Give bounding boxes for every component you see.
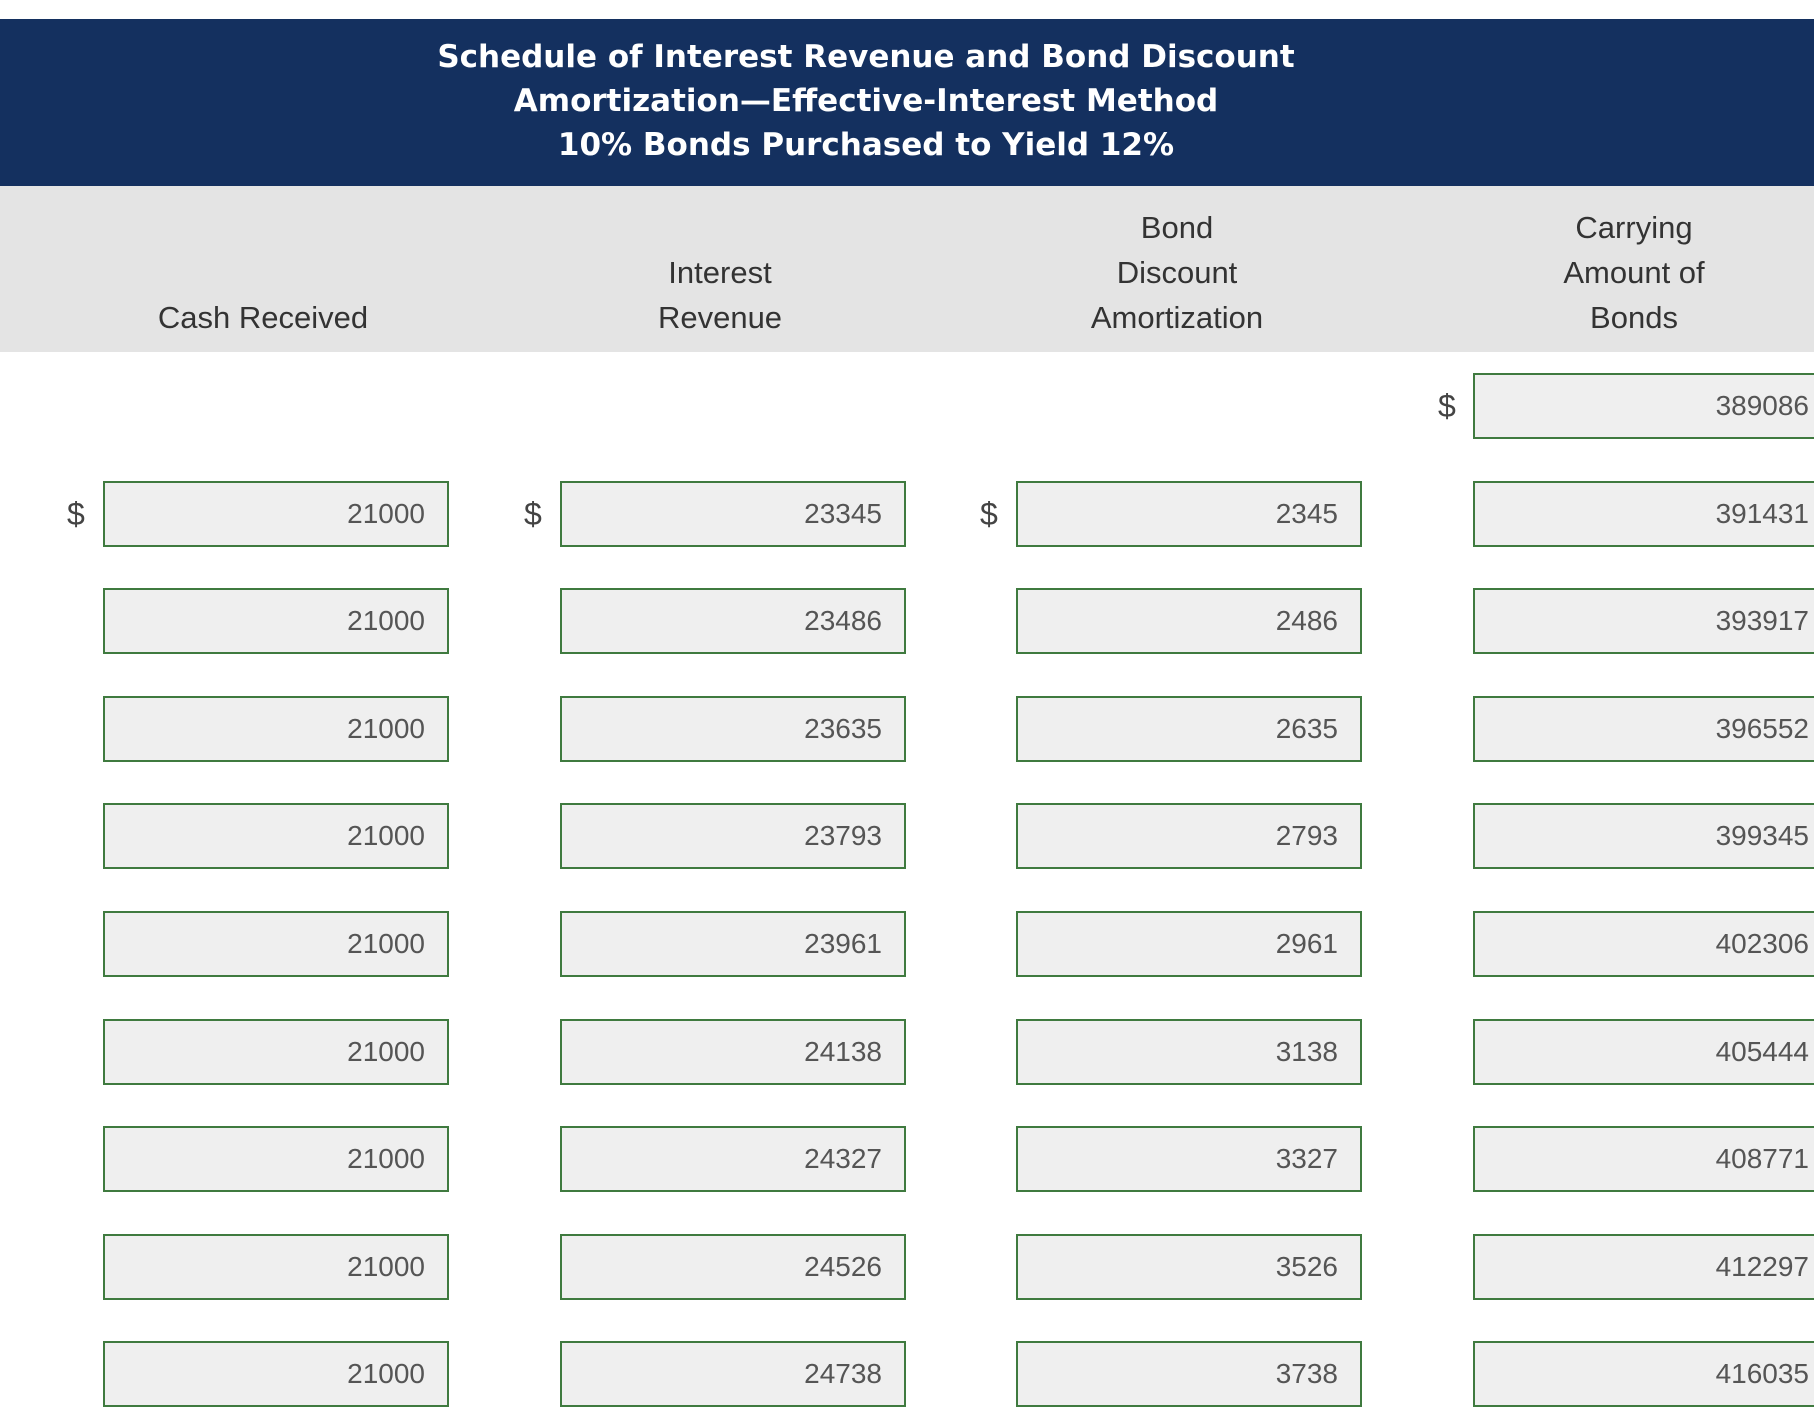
input-field[interactable]: 23635 <box>560 695 906 762</box>
input-field[interactable]: 389086 <box>1473 373 1814 439</box>
input-field[interactable]: 3327 <box>1016 1126 1362 1193</box>
currency-symbol: $ <box>524 495 542 532</box>
input-field[interactable]: 23486 <box>560 588 906 655</box>
input-field[interactable]: 391431 <box>1473 480 1814 547</box>
column-header: Cash Received <box>93 295 433 340</box>
input-field[interactable]: 2345 <box>1016 480 1362 547</box>
column-header-line: Amount of <box>1563 255 1705 290</box>
input-field[interactable]: 23793 <box>560 803 906 870</box>
input-field[interactable]: 402306 <box>1473 911 1814 977</box>
column-header-line: Bond <box>1140 210 1214 245</box>
input-field[interactable]: 3526 <box>1016 1233 1362 1300</box>
input-field[interactable]: 21000 <box>103 1341 449 1407</box>
title-line: Schedule of Interest Revenue and Bond Di… <box>437 39 1295 75</box>
input-field[interactable]: 396552 <box>1473 695 1814 762</box>
column-header-line: Cash Received <box>157 300 369 335</box>
input-field[interactable]: 24526 <box>560 1233 906 1300</box>
input-field[interactable]: 2635 <box>1016 695 1362 762</box>
currency-symbol: $ <box>1438 388 1456 424</box>
input-field[interactable]: 21000 <box>103 803 449 870</box>
input-field[interactable]: 23961 <box>560 911 906 977</box>
subtitle: 10% Bonds Purchased to Yield 12% <box>557 127 1175 163</box>
input-field[interactable]: 408771 <box>1473 1126 1814 1193</box>
input-field[interactable]: 21000 <box>103 695 449 762</box>
input-field[interactable]: 2961 <box>1016 911 1362 977</box>
input-field[interactable]: 3738 <box>1016 1341 1362 1407</box>
column-header-line: Revenue <box>657 300 783 335</box>
currency-symbol: $ <box>67 495 85 532</box>
input-field[interactable]: 416035 <box>1473 1341 1814 1407</box>
input-field[interactable]: 24138 <box>560 1018 906 1085</box>
column-header: Interest Revenue <box>550 250 890 340</box>
input-field[interactable]: 393917 <box>1473 588 1814 655</box>
column-header-line: Discount <box>1116 255 1238 290</box>
input-field[interactable]: 21000 <box>103 480 449 547</box>
input-field[interactable]: 3138 <box>1016 1018 1362 1085</box>
input-field[interactable]: 24738 <box>560 1341 906 1407</box>
input-field[interactable]: 399345 <box>1473 803 1814 870</box>
input-field[interactable]: 21000 <box>103 588 449 655</box>
input-field[interactable]: 23345 <box>560 480 906 547</box>
header-band: Schedule of Interest Revenue and Bond Di… <box>0 19 1814 186</box>
input-field[interactable]: 21000 <box>103 911 449 977</box>
input-field[interactable]: 2486 <box>1016 588 1362 655</box>
input-field[interactable]: 412297 <box>1473 1233 1814 1300</box>
input-field[interactable]: 21000 <box>103 1018 449 1085</box>
input-field[interactable]: 21000 <box>103 1233 449 1300</box>
input-field[interactable]: 21000 <box>103 1126 449 1193</box>
input-field[interactable]: 405444 <box>1473 1018 1814 1085</box>
input-field[interactable]: 24327 <box>560 1126 906 1193</box>
column-header: Bond Discount Amortization <box>1007 205 1347 340</box>
column-header: Carrying Amount of Bonds <box>1464 205 1804 340</box>
column-header-band: Cash Received Interest Revenue Bond Discount… <box>0 186 1814 352</box>
currency-symbol: $ <box>980 495 998 532</box>
title-line: Amortization—Effective-Interest Method <box>513 83 1219 119</box>
column-header-line: Interest <box>668 255 772 290</box>
column-header-line: Bonds <box>1590 300 1678 335</box>
column-header-line: Carrying <box>1575 210 1693 245</box>
input-field[interactable]: 2793 <box>1016 803 1362 870</box>
column-header-line: Amortization <box>1090 300 1264 335</box>
